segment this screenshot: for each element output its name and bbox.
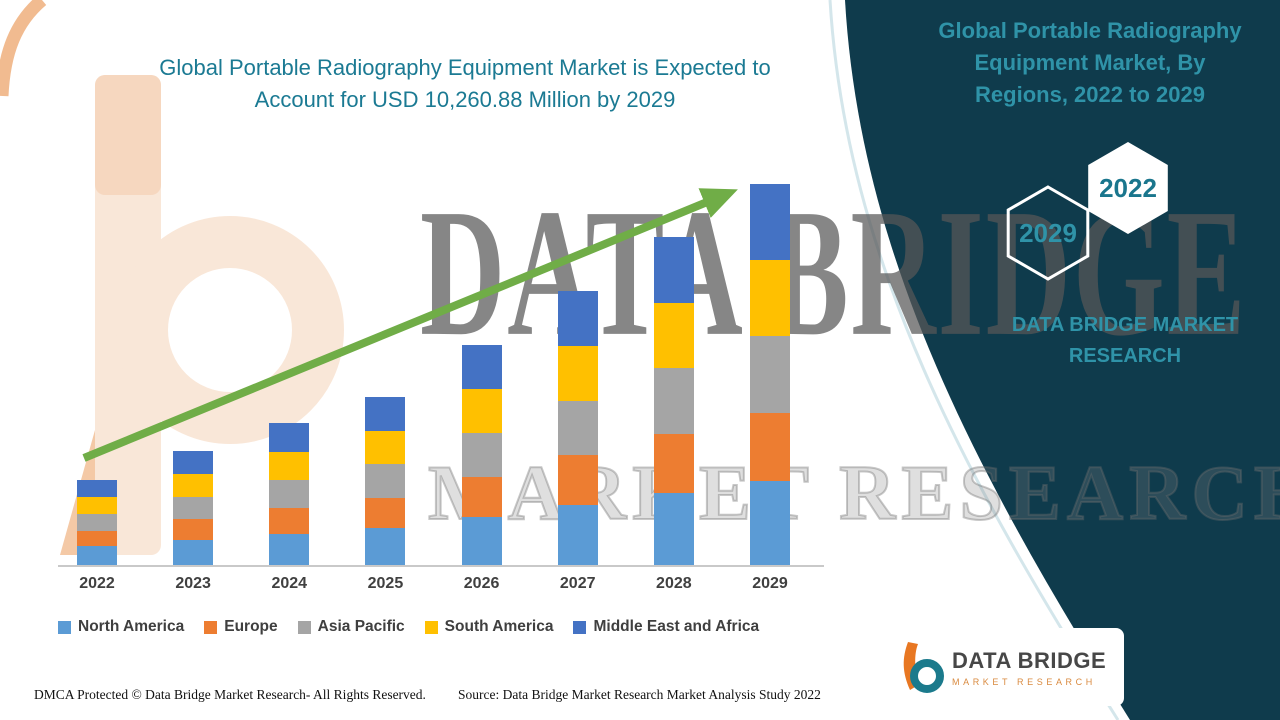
x-label-2028: 2028 <box>656 575 692 592</box>
segment-europe-2026 <box>461 477 502 517</box>
legend-item-europe: Europe <box>204 618 278 636</box>
segment-asia-pacific-2029 <box>749 336 790 413</box>
logo-subtitle: MARKET RESEARCH <box>952 676 1096 687</box>
bar-2022 <box>77 479 117 565</box>
side-panel-brand-line-2: RESEARCH <box>1068 345 1182 367</box>
segment-asia-pacific-2025 <box>365 464 406 498</box>
legend: North America Europe Asia Pacific South Ame… <box>58 618 759 636</box>
segment-asia-pacific-2023 <box>173 496 214 520</box>
segment-north-america-2027 <box>557 504 598 565</box>
hexagon-2029-label: 2029 <box>1019 218 1077 248</box>
x-label-2025: 2025 <box>367 575 404 592</box>
bars <box>77 184 790 565</box>
segment-north-america-2024 <box>269 533 310 565</box>
segment-south-america-2025 <box>365 430 406 465</box>
segment-europe-2023 <box>173 519 214 540</box>
segment-asia-pacific-2024 <box>269 479 310 509</box>
source-note: Source: Data Bridge Market Research Mark… <box>458 687 821 702</box>
legend-item-south-america: South America <box>424 618 554 636</box>
chart-title: Global Portable Radiography Equipment Ma… <box>85 52 845 116</box>
segment-south-america-2024 <box>269 451 310 480</box>
x-label-2026: 2026 <box>463 575 500 592</box>
side-panel-heading: Global Portable Radiography Equipment Ma… <box>920 15 1260 111</box>
bar-2027 <box>557 291 598 565</box>
segment-europe-2022 <box>77 530 117 547</box>
segment-south-america-2026 <box>461 389 502 434</box>
segment-south-america-2028 <box>653 302 694 369</box>
legend-item-asia-pacific: Asia Pacific <box>297 618 405 636</box>
segment-middle-east-and-africa-2026 <box>461 345 502 390</box>
legend-label-europe: Europe <box>224 618 278 635</box>
segment-middle-east-and-africa-2029 <box>749 184 790 261</box>
x-labels: 2022 2023 2024 2025 2026 2027 2028 2029 <box>77 575 790 593</box>
segment-middle-east-and-africa-2028 <box>653 237 694 303</box>
segment-south-america-2027 <box>557 345 598 401</box>
x-label-2023: 2023 <box>175 575 211 592</box>
hexagon-2029-shape <box>1006 185 1090 281</box>
segment-north-america-2023 <box>173 539 214 565</box>
legend-label-south-america: South America <box>444 618 554 635</box>
legend-swatch-asia-pacific <box>297 620 311 634</box>
legend-item-middle-east-and-africa: Middle East and Africa <box>573 618 759 636</box>
data-bridge-logo-icon <box>903 642 944 693</box>
segment-south-america-2022 <box>77 496 117 514</box>
segment-middle-east-and-africa-2022 <box>77 479 117 497</box>
side-panel-heading-line-1: Global Portable Radiography <box>938 18 1242 43</box>
legend-swatch-north-america <box>58 620 71 634</box>
legend-label-asia-pacific: Asia Pacific <box>317 618 405 635</box>
dmca-notice: DMCA Protected © Data Bridge Market Rese… <box>34 687 426 702</box>
segment-north-america-2028 <box>653 492 694 565</box>
bar-2029 <box>749 184 790 565</box>
segment-south-america-2023 <box>173 473 214 497</box>
data-bridge-logo: DATA BRIDGE MARKET RESEARCH <box>886 628 1124 706</box>
segment-middle-east-and-africa-2027 <box>557 291 598 346</box>
segment-north-america-2025 <box>365 528 406 565</box>
side-panel-heading-line-3: Regions, 2022 to 2029 <box>975 81 1205 107</box>
bar-2028 <box>653 237 694 565</box>
side-panel-brand-line-1: DATA BRIDGE MARKET <box>1011 314 1239 336</box>
segment-europe-2024 <box>269 508 310 534</box>
segment-middle-east-and-africa-2023 <box>173 451 214 474</box>
x-label-2029: 2029 <box>752 575 788 592</box>
x-label-2022: 2022 <box>79 575 115 592</box>
x-axis-line <box>58 565 824 567</box>
legend-swatch-south-america <box>424 620 438 634</box>
segment-north-america-2026 <box>461 516 502 565</box>
hexagon-2022-label: 2022 <box>1099 173 1157 203</box>
segment-asia-pacific-2022 <box>77 513 117 531</box>
segment-north-america-2029 <box>749 481 790 565</box>
data-bridge-logo-text: DATA BRIDGE MARKET RESEARCH <box>952 648 1106 687</box>
segment-europe-2027 <box>557 455 598 505</box>
chart-title-line-2: Account for USD 10,260.88 Million by 202… <box>254 86 676 112</box>
segment-asia-pacific-2028 <box>653 368 694 434</box>
segment-south-america-2029 <box>749 260 790 337</box>
legend-item-north-america: North America <box>58 618 184 636</box>
bar-2024 <box>269 423 310 565</box>
segment-middle-east-and-africa-2024 <box>269 423 310 452</box>
legend-label-middle-east-and-africa: Middle East and Africa <box>593 618 760 635</box>
legend-swatch-europe <box>204 620 218 634</box>
legend-label-north-america: North America <box>78 618 185 635</box>
legend-swatch-middle-east-and-africa <box>573 620 587 634</box>
bar-2023 <box>173 451 214 565</box>
side-panel-brand: DATA BRIDGE MARKET RESEARCH <box>985 310 1265 372</box>
segment-europe-2025 <box>365 497 406 529</box>
segment-europe-2029 <box>749 412 790 482</box>
hexagon-2022-shape <box>1088 142 1168 234</box>
segment-middle-east-and-africa-2025 <box>365 397 406 431</box>
x-label-2027: 2027 <box>559 575 596 592</box>
side-panel-background <box>828 0 1280 720</box>
segment-north-america-2022 <box>77 546 117 565</box>
year-hexagons: 2029 2022 <box>1006 142 1168 281</box>
bar-2026 <box>461 345 502 565</box>
chart-title-line-1: Global Portable Radiography Equipment Ma… <box>159 55 771 80</box>
segment-asia-pacific-2026 <box>461 433 502 478</box>
side-panel-heading-line-2: Equipment Market, By <box>974 49 1206 75</box>
segment-asia-pacific-2027 <box>557 400 598 456</box>
corner-arc-decoration <box>0 0 47 97</box>
logo-name: DATA BRIDGE <box>952 647 1107 673</box>
x-label-2024: 2024 <box>271 575 308 592</box>
bar-2025 <box>365 397 406 565</box>
segment-europe-2028 <box>653 433 694 493</box>
